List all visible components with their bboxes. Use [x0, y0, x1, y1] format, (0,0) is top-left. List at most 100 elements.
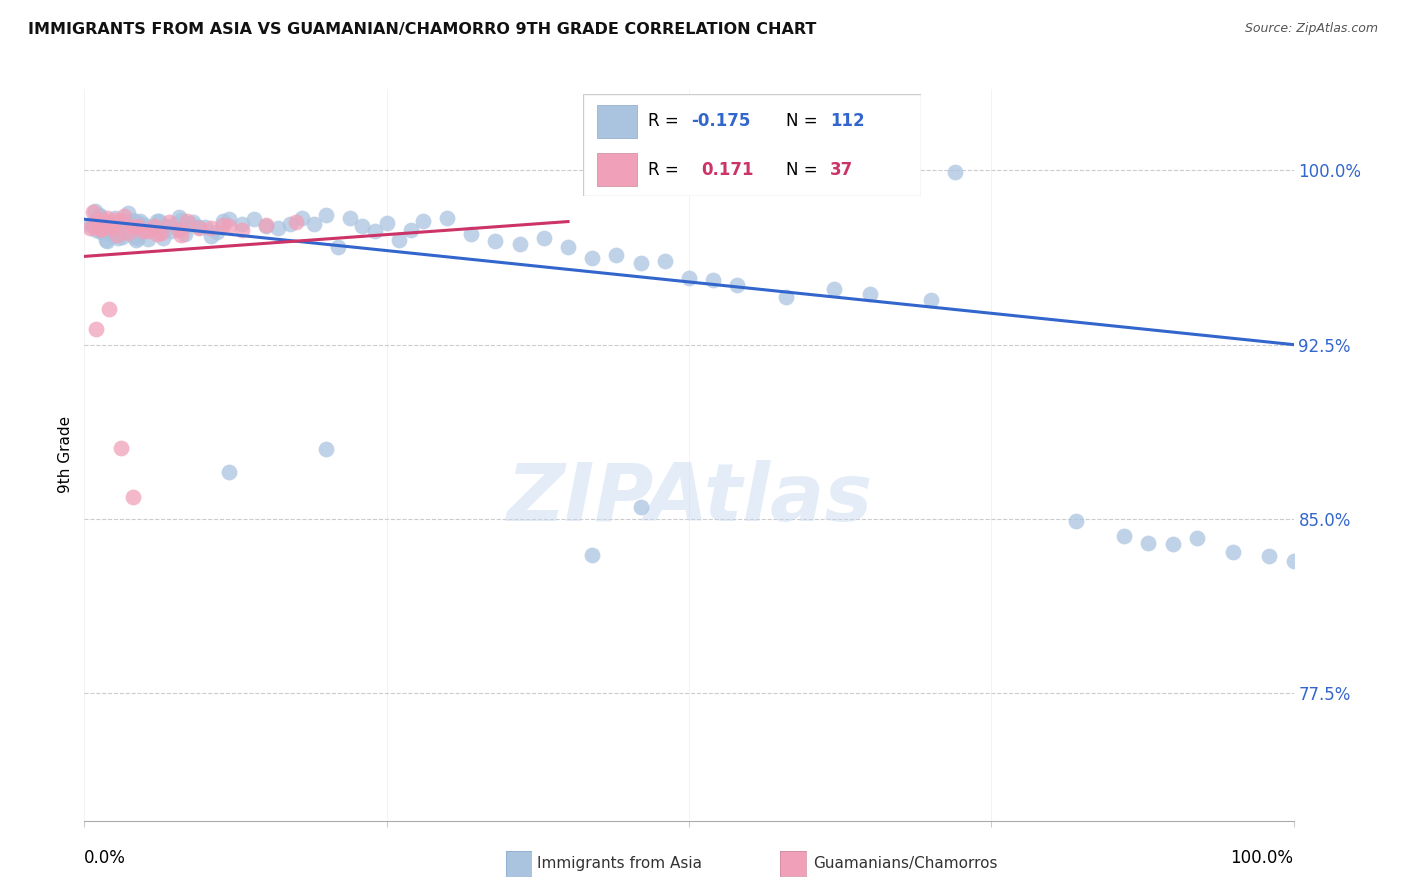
Point: [412, 214, 434, 228]
Point: [96, 234, 118, 248]
Text: N =: N =: [786, 112, 823, 130]
Point: [86, 213, 108, 227]
Point: [352, 219, 374, 233]
Point: [218, 466, 240, 480]
Point: [460, 227, 482, 242]
Point: [115, 221, 138, 235]
Point: [188, 220, 211, 235]
Point: [117, 206, 139, 220]
Point: [170, 212, 193, 227]
Point: [231, 218, 253, 232]
Point: [89, 209, 111, 223]
Point: [207, 225, 229, 239]
Point: [84, 220, 107, 235]
Point: [1222, 545, 1244, 559]
Point: [315, 208, 337, 222]
Point: [104, 212, 127, 227]
Point: [91, 222, 114, 236]
Point: [101, 221, 124, 235]
Point: [581, 549, 603, 563]
Point: [125, 233, 148, 247]
Point: [79, 221, 101, 235]
Point: [218, 212, 240, 227]
Point: [278, 217, 301, 231]
Point: [165, 217, 187, 231]
Point: [148, 214, 170, 228]
Point: [138, 224, 160, 238]
Point: [93, 225, 115, 239]
Bar: [598, 153, 637, 186]
Point: [104, 211, 127, 226]
Point: [605, 248, 627, 262]
Point: [775, 290, 797, 304]
Point: [146, 227, 169, 242]
Point: [1185, 531, 1208, 545]
Point: [363, 224, 385, 238]
Text: R =: R =: [648, 112, 683, 130]
Point: [111, 229, 134, 244]
Point: [176, 214, 198, 228]
Point: [1137, 536, 1160, 550]
Point: [242, 212, 264, 227]
Text: 0.171: 0.171: [702, 161, 754, 178]
Point: [87, 208, 110, 222]
Point: [82, 218, 104, 232]
Point: [1161, 537, 1184, 551]
Point: [149, 227, 172, 241]
Text: Guamanians/Chamorros: Guamanians/Chamorros: [813, 856, 997, 871]
Point: [1282, 554, 1305, 568]
Text: 37: 37: [830, 161, 853, 178]
Point: [630, 255, 652, 269]
Point: [91, 222, 114, 236]
Text: 0.0%: 0.0%: [84, 848, 127, 866]
Point: [100, 219, 122, 234]
Point: [83, 215, 105, 229]
Text: 112: 112: [830, 112, 865, 130]
Point: [212, 213, 235, 227]
Point: [117, 226, 139, 240]
Point: [114, 223, 136, 237]
Point: [1114, 529, 1136, 543]
Point: [231, 222, 253, 236]
Text: R =: R =: [648, 161, 683, 178]
Point: [302, 217, 325, 231]
Point: [142, 222, 165, 236]
Text: ZIPAtlas: ZIPAtlas: [506, 459, 872, 538]
Point: [1258, 549, 1281, 564]
Point: [127, 219, 149, 233]
Point: [188, 220, 211, 235]
Point: [101, 223, 124, 237]
Point: [89, 221, 111, 235]
Point: [180, 217, 202, 231]
Point: [557, 240, 579, 254]
Point: [859, 287, 882, 301]
Point: [167, 210, 190, 224]
Point: [94, 214, 117, 228]
Point: [328, 240, 350, 254]
Point: [399, 223, 422, 237]
Point: [146, 214, 169, 228]
Point: [170, 227, 193, 242]
Point: [105, 219, 128, 233]
Point: [86, 223, 108, 237]
Point: [375, 216, 398, 230]
Point: [1064, 514, 1087, 528]
Point: [134, 218, 156, 232]
Point: [124, 215, 146, 229]
Point: [581, 251, 603, 265]
Point: [157, 219, 180, 234]
Point: [96, 211, 118, 225]
Point: [94, 215, 117, 229]
Point: [98, 218, 121, 232]
Point: [94, 233, 117, 247]
Point: [86, 219, 108, 233]
Point: [121, 213, 143, 227]
Point: [138, 232, 160, 246]
Point: [436, 211, 458, 226]
Point: [105, 227, 128, 242]
Text: Source: ZipAtlas.com: Source: ZipAtlas.com: [1244, 22, 1378, 36]
Point: [315, 442, 337, 456]
Point: [200, 220, 222, 235]
Point: [630, 500, 652, 515]
Point: [920, 293, 942, 308]
